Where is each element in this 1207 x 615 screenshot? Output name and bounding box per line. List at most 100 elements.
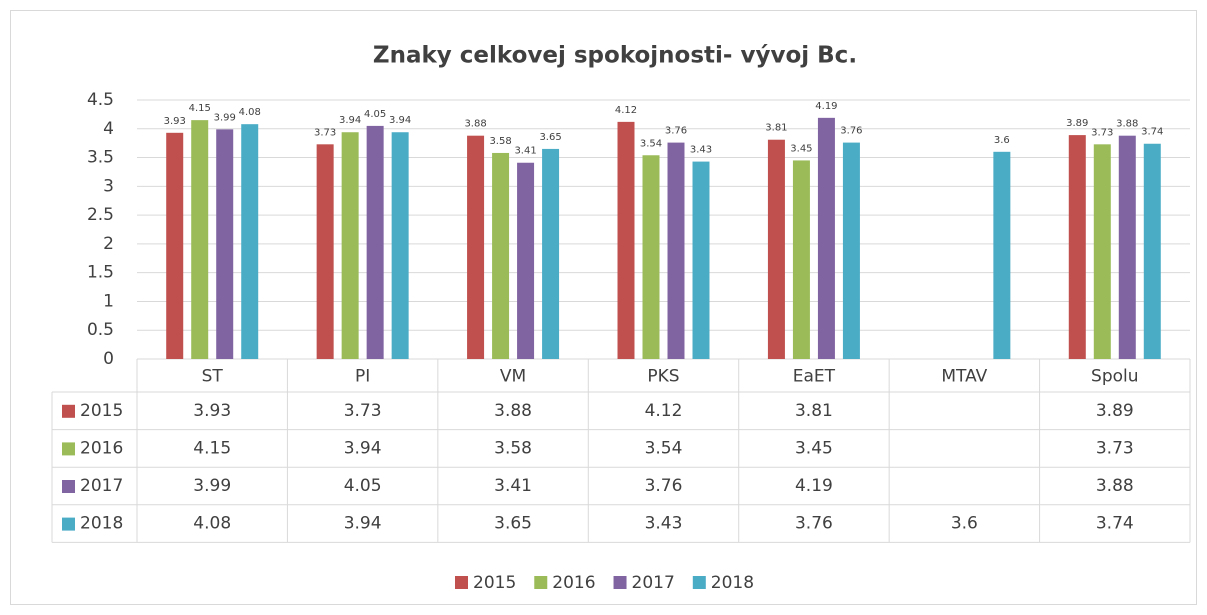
data-label: 3.74	[1141, 127, 1163, 138]
bar	[517, 162, 535, 359]
y-tick-label: 0	[103, 349, 114, 369]
x-tick-label: Spolu	[1091, 367, 1138, 387]
legend-key	[534, 576, 548, 589]
bar	[993, 151, 1011, 359]
bar	[1143, 143, 1161, 359]
chart-title: Znaky celkovej spokojnosti- vývoj Bc.	[373, 43, 857, 69]
y-tick-label: 3.5	[87, 148, 114, 168]
table-cell: 3.99	[193, 476, 231, 496]
data-label: 3.6	[994, 135, 1010, 146]
table-cell: 3.58	[494, 438, 532, 458]
table-cell: 3.76	[795, 514, 833, 534]
table-cell: 4.05	[344, 476, 382, 496]
bar	[241, 124, 259, 359]
data-label: 3.94	[339, 115, 361, 126]
table-cell: 3.94	[344, 438, 382, 458]
y-tick-label: 2	[103, 234, 114, 254]
table-row-label: 2017	[80, 476, 123, 496]
bar	[617, 121, 635, 359]
bar	[1068, 135, 1086, 359]
table-cell: 3.88	[1096, 476, 1134, 496]
data-label: 4.05	[364, 109, 386, 120]
bar	[692, 161, 710, 359]
data-label: 4.12	[615, 105, 637, 116]
table-legend-key	[62, 404, 75, 418]
table-cell: 3.94	[344, 514, 382, 534]
x-tick-label: VM	[500, 367, 526, 387]
x-tick-label: ST	[202, 367, 224, 387]
data-label: 3.41	[514, 146, 536, 157]
data-label: 3.58	[489, 136, 511, 147]
table-legend-key	[62, 480, 75, 493]
bar	[792, 160, 810, 359]
bar	[667, 142, 685, 359]
data-label: 3.76	[665, 126, 687, 137]
bar	[767, 139, 785, 359]
bar	[341, 132, 359, 359]
bar	[542, 148, 560, 359]
y-tick-label: 1	[103, 291, 114, 311]
data-label: 3.76	[840, 126, 862, 137]
data-label: 3.45	[790, 143, 812, 154]
bar	[467, 135, 485, 359]
data-label: 3.65	[539, 132, 561, 143]
table-cell: 3.41	[494, 476, 532, 496]
table-cell: 3.73	[344, 401, 382, 421]
bar	[391, 132, 409, 359]
y-tick-label: 0.5	[87, 320, 114, 340]
table-cell: 3.45	[795, 438, 833, 458]
y-tick-label: 3	[103, 176, 114, 196]
legend-key	[692, 576, 706, 589]
bar	[191, 120, 209, 360]
table-cell: 3.76	[645, 476, 683, 496]
data-label: 3.93	[164, 116, 186, 127]
data-label: 3.73	[1091, 127, 1113, 138]
legend-key	[613, 576, 627, 589]
data-label: 3.99	[214, 112, 236, 123]
bar	[366, 125, 384, 360]
data-label: 3.43	[690, 145, 712, 156]
data-label: 4.15	[189, 103, 211, 114]
legend-label: 2018	[711, 573, 754, 593]
data-label: 3.88	[464, 119, 486, 130]
bar	[316, 144, 334, 359]
bar	[842, 142, 860, 359]
x-tick-label: PI	[355, 367, 370, 387]
y-tick-label: 4	[103, 119, 114, 139]
table-legend-key	[62, 517, 75, 531]
legend-label: 2016	[552, 573, 595, 593]
data-label: 3.89	[1066, 118, 1088, 129]
bar	[817, 117, 835, 359]
table-row-label: 2018	[80, 514, 123, 534]
table-cell: 4.19	[795, 476, 833, 496]
bar	[1118, 135, 1136, 359]
table-legend-key	[62, 442, 75, 456]
table-cell: 4.12	[645, 401, 683, 421]
table-cell: 3.73	[1096, 438, 1134, 458]
bar	[1093, 144, 1111, 359]
table-cell: 3.65	[494, 514, 532, 534]
y-tick-label: 4.5	[87, 90, 114, 110]
data-label: 3.54	[640, 138, 662, 149]
legend-label: 2017	[632, 573, 675, 593]
bar	[216, 129, 234, 359]
table-row-label: 2016	[80, 438, 123, 458]
bar	[166, 132, 184, 359]
table-row-label: 2015	[80, 401, 123, 421]
table-cell: 3.81	[795, 401, 833, 421]
bar	[492, 152, 510, 359]
data-label: 3.88	[1116, 119, 1138, 130]
table-cell: 3.6	[951, 514, 978, 534]
x-tick-label: MTAV	[941, 367, 987, 387]
x-tick-label: EaET	[793, 367, 836, 387]
data-label: 3.94	[389, 115, 411, 126]
bar	[642, 155, 660, 359]
y-tick-label: 1.5	[87, 263, 114, 283]
table-cell: 4.08	[193, 514, 231, 534]
y-tick-label: 2.5	[87, 205, 114, 225]
x-tick-label: PKS	[647, 367, 679, 387]
data-label: 4.19	[815, 101, 837, 112]
legend-label: 2015	[473, 573, 516, 593]
